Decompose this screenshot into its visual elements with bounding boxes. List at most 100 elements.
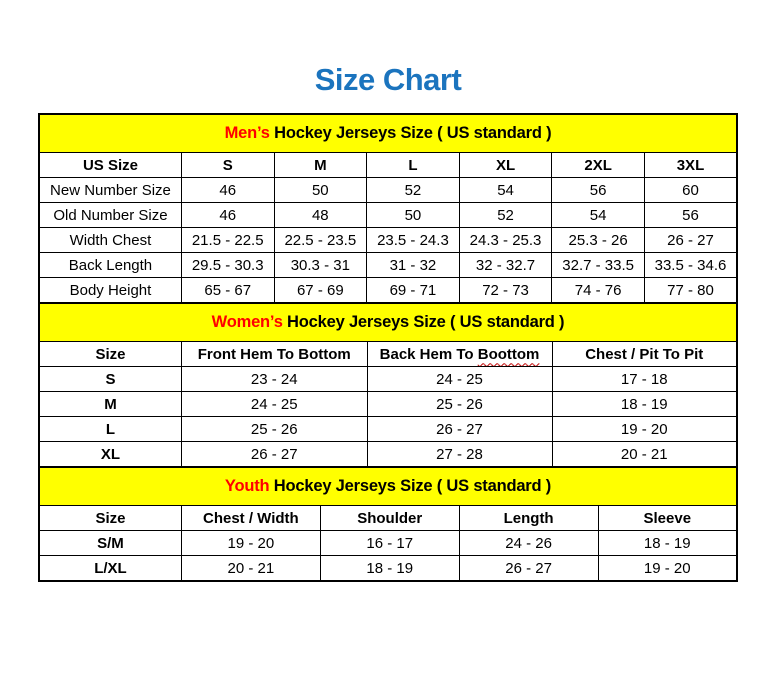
womens-column-header: Chest / Pit To Pit [551,341,738,368]
mens-banner-highlight: Men’s [224,124,270,143]
mens-header-row: US Size S M L XL 2XL 3XL [38,152,738,179]
youth-value-cell: 19 - 20 [180,530,321,557]
mens-value-cell: 56 [551,177,645,204]
mens-column-header: M [273,152,368,179]
womens-value-cell: 26 - 27 [180,441,368,468]
mens-column-header: 2XL [551,152,645,179]
mens-value-cell: 69 - 71 [366,277,460,304]
womens-value-cell: 24 - 25 [180,391,368,418]
youth-table-row: S/M 19 - 20 16 - 17 24 - 26 18 - 19 [38,530,738,557]
page-title: Size Chart [314,62,462,97]
mens-value-cell: 52 [366,177,460,204]
youth-header-row: Size Chest / Width Shoulder Length Sleeve [38,505,738,532]
womens-column-header: Back Hem To Boottom [366,341,553,368]
womens-value-cell: 19 - 20 [551,416,738,443]
mens-value-cell: 30.3 - 31 [273,252,368,279]
womens-size-table: Women’s Hockey Jerseys Size ( US standar… [38,302,738,469]
mens-value-cell: 60 [643,177,738,204]
womens-row-label: M [38,391,182,418]
womens-table-row: S 23 - 24 24 - 25 17 - 18 [38,366,738,393]
womens-row-label: XL [38,441,182,468]
mens-table-row: Width Chest 21.5 - 22.5 22.5 - 23.5 23.5 - … [38,227,738,254]
mens-row-label: Body Height [38,277,182,304]
mens-value-cell: 54 [551,202,645,229]
mens-value-cell: 46 [180,202,275,229]
mens-value-cell: 65 - 67 [180,277,275,304]
womens-column-header: Front Hem To Bottom [180,341,368,368]
youth-value-cell: 18 - 19 [597,530,738,557]
mens-table-row: Old Number Size 46 48 50 52 54 56 [38,202,738,229]
mens-value-cell: 23.5 - 24.3 [366,227,460,254]
mens-value-cell: 32 - 32.7 [458,252,553,279]
mens-value-cell: 74 - 76 [551,277,645,304]
mens-value-cell: 46 [180,177,275,204]
mens-value-cell: 21.5 - 22.5 [180,227,275,254]
youth-banner-highlight: Youth [224,477,270,496]
womens-banner-text: Hockey Jerseys Size ( US standard ) [282,313,565,332]
youth-value-cell: 18 - 19 [319,555,460,582]
mens-value-cell: 50 [366,202,460,229]
youth-section-banner: Youth Hockey Jerseys Size ( US standard … [38,466,738,507]
mens-value-cell: 26 - 27 [643,227,738,254]
youth-column-header: Sleeve [597,505,738,532]
womens-value-cell: 26 - 27 [366,416,553,443]
youth-table-row: L/XL 20 - 21 18 - 19 26 - 27 19 - 20 [38,555,738,582]
mens-value-cell: 56 [643,202,738,229]
mens-value-cell: 77 - 80 [643,277,738,304]
mens-section-banner: Men’s Hockey Jerseys Size ( US standard … [38,113,738,154]
youth-value-cell: 20 - 21 [180,555,321,582]
womens-value-cell: 23 - 24 [180,366,368,393]
mens-value-cell: 25.3 - 26 [551,227,645,254]
mens-row-label: New Number Size [38,177,182,204]
mens-row-label: Width Chest [38,227,182,254]
youth-value-cell: 24 - 26 [458,530,599,557]
youth-row-label: S/M [38,530,182,557]
misspelled-word: Boottom [477,345,540,363]
mens-value-cell: 24.3 - 25.3 [458,227,553,254]
womens-value-cell: 17 - 18 [551,366,738,393]
mens-value-cell: 29.5 - 30.3 [180,252,275,279]
size-tables: Men’s Hockey Jerseys Size ( US standard … [38,113,738,583]
mens-table-row: New Number Size 46 50 52 54 56 60 [38,177,738,204]
womens-section-banner: Women’s Hockey Jerseys Size ( US standar… [38,302,738,343]
mens-column-header: S [180,152,275,179]
youth-banner-row: Youth Hockey Jerseys Size ( US standard … [38,466,738,507]
womens-column-header: Size [38,341,182,368]
mens-value-cell: 48 [273,202,368,229]
womens-banner-row: Women’s Hockey Jerseys Size ( US standar… [38,302,738,343]
womens-table-row: XL 26 - 27 27 - 28 20 - 21 [38,441,738,468]
womens-value-cell: 27 - 28 [366,441,553,468]
womens-table-row: M 24 - 25 25 - 26 18 - 19 [38,391,738,418]
youth-row-label: L/XL [38,555,182,582]
womens-value-cell: 25 - 26 [366,391,553,418]
youth-column-header: Shoulder [319,505,460,532]
mens-value-cell: 50 [273,177,368,204]
youth-size-table: Youth Hockey Jerseys Size ( US standard … [38,466,738,583]
mens-value-cell: 22.5 - 23.5 [273,227,368,254]
womens-value-cell: 25 - 26 [180,416,368,443]
mens-column-header: US Size [38,152,182,179]
youth-banner-text: Hockey Jerseys Size ( US standard ) [269,477,552,496]
mens-column-header: 3XL [643,152,738,179]
mens-value-cell: 52 [458,202,553,229]
womens-banner-highlight: Women’s [211,313,283,332]
youth-value-cell: 19 - 20 [597,555,738,582]
womens-value-cell: 24 - 25 [366,366,553,393]
mens-banner-row: Men’s Hockey Jerseys Size ( US standard … [38,113,738,154]
mens-value-cell: 72 - 73 [458,277,553,304]
mens-column-header: L [366,152,460,179]
mens-value-cell: 33.5 - 34.6 [643,252,738,279]
mens-value-cell: 54 [458,177,553,204]
womens-row-label: L [38,416,182,443]
mens-row-label: Old Number Size [38,202,182,229]
mens-value-cell: 67 - 69 [273,277,368,304]
mens-column-header: XL [458,152,553,179]
mens-table-row: Back Length 29.5 - 30.3 30.3 - 31 31 - 32 32… [38,252,738,279]
mens-size-table: Men’s Hockey Jerseys Size ( US standard … [38,113,738,305]
womens-row-label: S [38,366,182,393]
youth-value-cell: 16 - 17 [319,530,460,557]
mens-row-label: Back Length [38,252,182,279]
womens-value-cell: 20 - 21 [551,441,738,468]
womens-table-row: L 25 - 26 26 - 27 19 - 20 [38,416,738,443]
